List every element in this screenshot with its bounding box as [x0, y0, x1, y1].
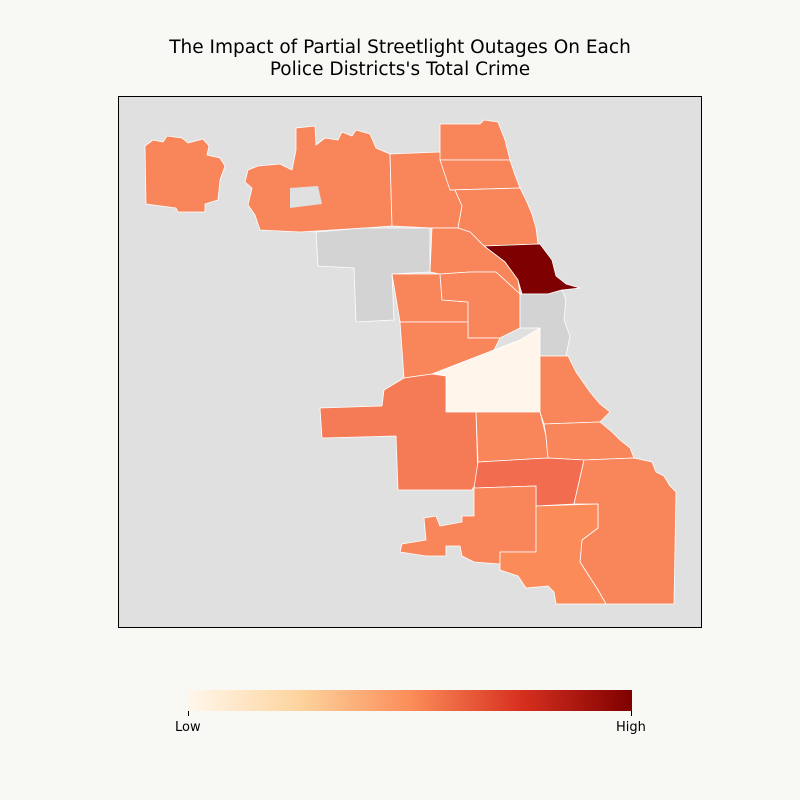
district-west-town[interactable]	[439, 271, 521, 339]
colorbar-tick-high	[631, 711, 632, 716]
colorbar-low-label: Low	[175, 720, 201, 735]
district-chicago-lawn[interactable]	[475, 411, 549, 463]
colorbar-tick-low	[188, 711, 189, 716]
title-line-2: Police Districts's Total Crime	[269, 59, 531, 80]
district-edgewater[interactable]	[439, 159, 521, 191]
district-far-northwest[interactable]	[144, 135, 226, 213]
district-northwest-gap	[315, 227, 431, 323]
district-far-north[interactable]	[439, 119, 511, 161]
map-title: The Impact of Partial Streetlight Outage…	[0, 37, 800, 81]
district-downtown	[519, 289, 571, 357]
title-line-1: The Impact of Partial Streetlight Outage…	[169, 37, 631, 58]
district-calumet[interactable]	[499, 503, 607, 605]
colorbar	[188, 690, 632, 711]
district-northwest-notch	[290, 186, 322, 208]
colorbar-high-label: High	[616, 720, 646, 735]
district-northwest[interactable]	[244, 125, 393, 233]
district-grand-crossing[interactable]	[543, 421, 635, 461]
district-near-south[interactable]	[539, 355, 611, 425]
district-southwest[interactable]	[319, 373, 479, 491]
